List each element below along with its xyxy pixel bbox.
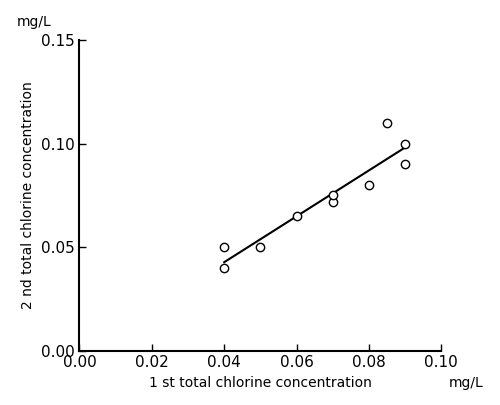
X-axis label: 1 st total chlorine concentration: 1 st total chlorine concentration [149,376,372,390]
Y-axis label: 2 nd total chlorine concentration: 2 nd total chlorine concentration [22,81,36,309]
Point [329,198,337,205]
Point [292,213,300,219]
Point [256,244,264,250]
Point [401,141,409,147]
Point [365,182,373,188]
Text: mg/L: mg/L [448,375,483,390]
Point [329,192,337,198]
Point [401,161,409,168]
Point [383,120,391,126]
Point [220,264,228,271]
Point [220,244,228,250]
Text: mg/L: mg/L [17,15,51,29]
